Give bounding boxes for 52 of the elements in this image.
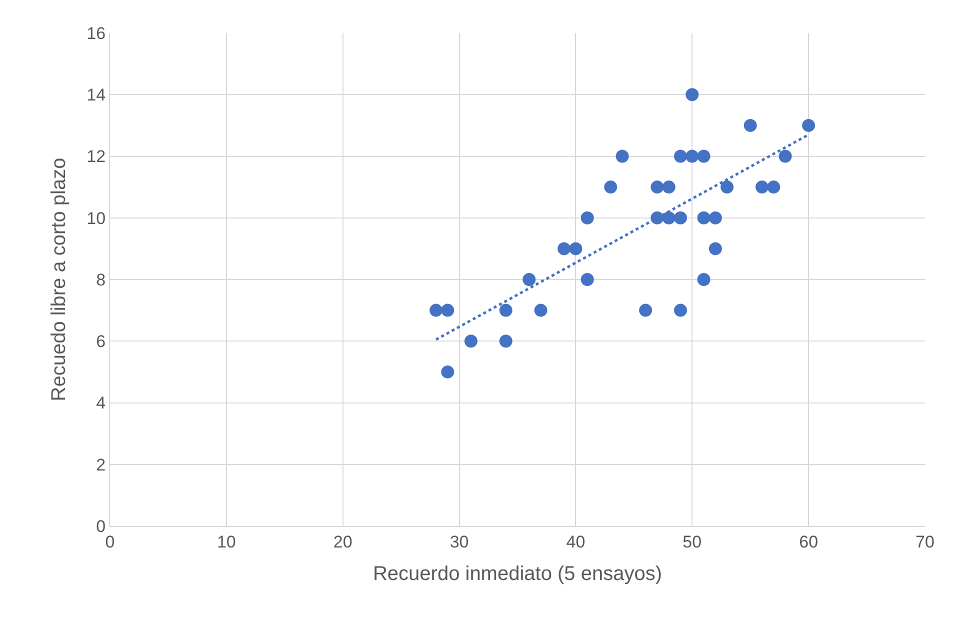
point bbox=[662, 211, 676, 224]
point bbox=[686, 150, 699, 163]
y-tick-label: 12 bbox=[86, 147, 106, 166]
y-tick-label: 2 bbox=[96, 455, 106, 474]
point bbox=[430, 304, 442, 317]
point bbox=[522, 273, 536, 286]
point bbox=[802, 118, 816, 132]
point bbox=[662, 180, 676, 194]
y-tick-label: 10 bbox=[86, 208, 106, 228]
point bbox=[580, 211, 594, 224]
point bbox=[441, 304, 454, 317]
x-tick-label: 50 bbox=[682, 532, 702, 552]
point bbox=[464, 334, 478, 348]
point bbox=[778, 150, 792, 163]
point bbox=[650, 180, 664, 194]
x-tick-label: 30 bbox=[450, 532, 469, 552]
point bbox=[697, 150, 710, 163]
x-tick-label: 70 bbox=[916, 532, 934, 552]
point bbox=[580, 273, 594, 286]
point bbox=[744, 118, 757, 132]
point bbox=[697, 211, 710, 224]
y-tick-label: 0 bbox=[96, 516, 106, 536]
point bbox=[708, 211, 722, 224]
point bbox=[441, 365, 454, 378]
point bbox=[708, 242, 722, 256]
point bbox=[639, 304, 652, 317]
point bbox=[499, 334, 512, 348]
x-tick-label: 40 bbox=[566, 532, 586, 552]
x-tick-label: 60 bbox=[799, 532, 818, 552]
point bbox=[674, 304, 687, 317]
point bbox=[720, 180, 734, 194]
x-tick-label: 10 bbox=[216, 532, 236, 552]
x-tick-label: 20 bbox=[333, 532, 352, 552]
y-tick-label: 14 bbox=[86, 86, 106, 105]
point bbox=[767, 180, 780, 194]
y-tick-label: 4 bbox=[96, 394, 106, 413]
point bbox=[604, 180, 618, 194]
point bbox=[756, 180, 768, 194]
point bbox=[616, 150, 629, 163]
point bbox=[697, 273, 710, 286]
y-tick-label: 6 bbox=[96, 332, 106, 352]
y-tick-label: 16 bbox=[86, 24, 106, 43]
point bbox=[558, 242, 571, 256]
point bbox=[534, 304, 548, 317]
x-axis-title: Recuerdo inmediato (5 ensayos) bbox=[372, 562, 662, 585]
point bbox=[686, 88, 699, 102]
point bbox=[674, 150, 687, 163]
y-tick-label: 8 bbox=[96, 270, 106, 290]
point bbox=[499, 304, 512, 317]
point bbox=[569, 242, 582, 256]
y-axis-title: Recuedo libre a corto plazo bbox=[48, 158, 70, 402]
point bbox=[674, 211, 687, 224]
